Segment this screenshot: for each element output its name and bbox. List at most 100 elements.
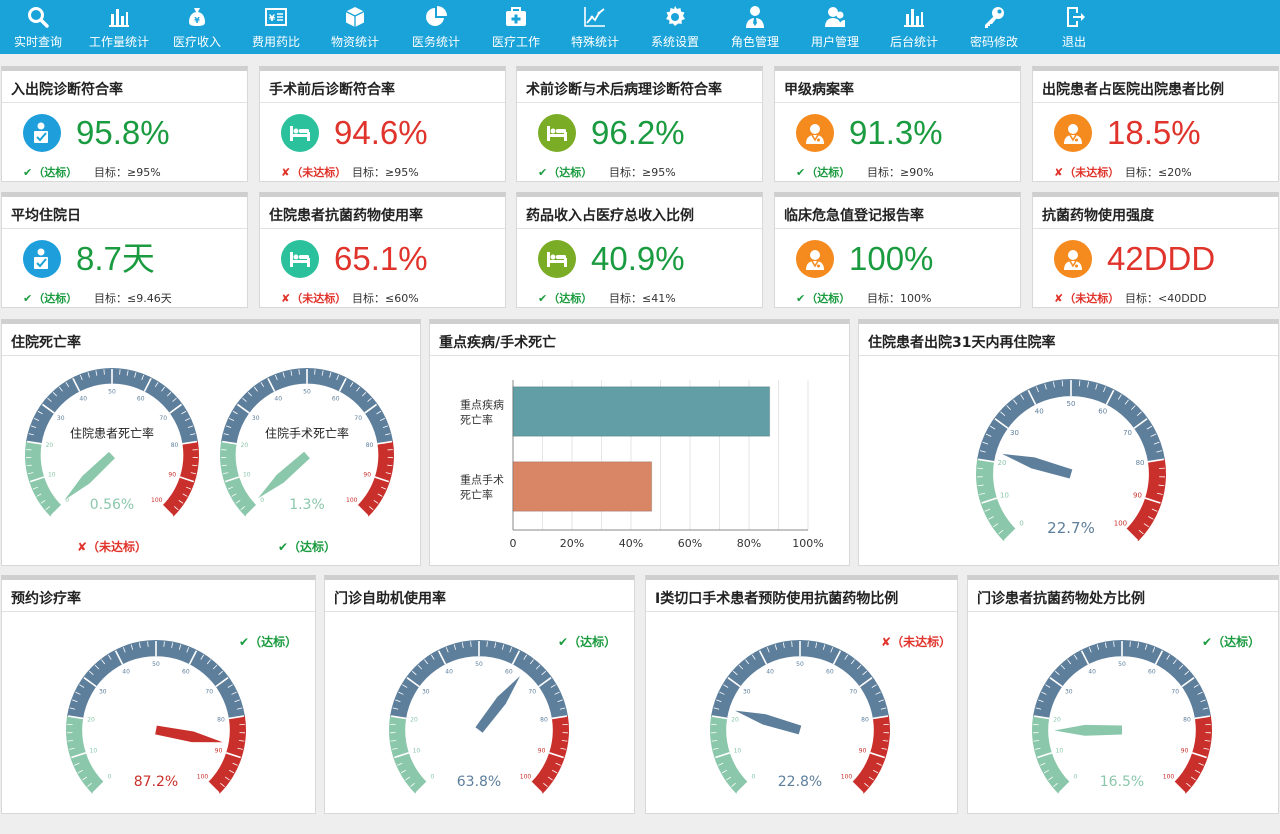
status-badge: ✔（达标） xyxy=(538,290,592,306)
card-title: 抗菌药物使用强度 xyxy=(1042,208,1154,224)
gauge-tick xyxy=(380,486,387,490)
kpi-target: 目标：≥90% xyxy=(867,166,934,179)
gauge-tick xyxy=(1197,691,1203,695)
gauge-tick-label: 0 xyxy=(752,774,756,781)
gauge-tick xyxy=(32,486,39,490)
gauge-tick xyxy=(178,500,184,504)
gauge-tick xyxy=(411,670,417,676)
gauge-tick xyxy=(1078,380,1081,387)
kpi-value: 65.1% xyxy=(334,240,428,277)
gauge-tick-label: 70 xyxy=(528,688,536,695)
gauge-tick xyxy=(385,433,391,436)
gauge-tick xyxy=(1113,641,1115,647)
gauge-tick-label: 80 xyxy=(217,717,225,724)
gauge-tick xyxy=(172,397,177,402)
gear-icon xyxy=(666,6,685,26)
gauge-tick xyxy=(719,691,725,695)
cross-icon: ✘ xyxy=(281,166,291,179)
gauge-tick xyxy=(830,647,834,653)
y-category-label: 重点疾病 xyxy=(460,398,504,412)
gauge-tick-label: 60 xyxy=(1098,408,1107,416)
nav-item-gear[interactable]: 系统设置 xyxy=(637,0,713,54)
gauge-card: 门诊自助机使用率 0 10 20 30 40 50 60 70 80 90 100 63.8% ✔（达标） xyxy=(324,575,635,814)
gauge-value: 22.7% xyxy=(1047,519,1095,537)
status-text: （未达标） xyxy=(1064,166,1120,179)
status-badge: ✔（达标） xyxy=(23,164,77,180)
gauge-tick xyxy=(221,440,237,445)
kpi-value: 94.6% xyxy=(334,114,428,151)
kpi-card: 入出院诊断符合率 95.8% ✔（达标） 目标：≥95% xyxy=(1,66,248,182)
gauge-tick xyxy=(1095,383,1098,390)
hospital-bed-icon xyxy=(290,126,310,141)
gauge-value: 1.3% xyxy=(289,497,325,513)
nav-item-label: 物资统计 xyxy=(330,35,379,49)
status-badge: ✔（达标） xyxy=(558,633,616,650)
gauge-tick-label: 20 xyxy=(1053,717,1061,724)
kpi-target: 目标：≥95% xyxy=(352,166,419,179)
doctor-icon xyxy=(806,250,824,270)
kpi-value: 100% xyxy=(849,240,934,277)
nav-item-users[interactable]: 用户管理 xyxy=(797,0,873,54)
gauge-tick-label: 90 xyxy=(363,472,371,479)
gauge-tick-label: 90 xyxy=(859,747,867,754)
gauge-tick xyxy=(1117,394,1122,400)
hospital-bed-icon xyxy=(290,252,310,267)
gauge-tick xyxy=(190,433,196,436)
kpi-value: 8.7天 xyxy=(76,240,155,277)
gauge-tick xyxy=(461,642,464,649)
nav-item-invoice[interactable]: ¥ 费用药比 xyxy=(238,0,314,54)
gauge-band-low xyxy=(24,441,62,517)
gauge-tick xyxy=(336,374,340,381)
gauge-tick xyxy=(185,486,192,490)
kpi-value: 95.8% xyxy=(76,114,170,151)
gauge-tick xyxy=(224,476,240,483)
gauge-tick xyxy=(1105,389,1115,405)
gauge-tick xyxy=(236,403,250,414)
gauge-tick-label: 40 xyxy=(274,396,282,403)
status-badge: ✔（达标） xyxy=(796,164,850,180)
gauge-tick xyxy=(1158,484,1165,487)
nav-item-box[interactable]: 物资统计 xyxy=(317,0,393,54)
gauge-tick-label: 50 xyxy=(303,389,311,396)
gauge-tick xyxy=(247,392,253,397)
gauge-tick xyxy=(188,650,198,665)
gauge-tick-label: 0 xyxy=(1074,774,1078,781)
gauge-tick-label: 20 xyxy=(410,717,418,724)
gauge-tick xyxy=(1103,386,1106,393)
gauge-tick xyxy=(69,747,75,750)
nav-item-line-chart[interactable]: 特殊统计 xyxy=(557,0,633,54)
nav-item-bar-chart[interactable]: 后台统计 xyxy=(876,0,952,54)
card-divider xyxy=(646,611,957,612)
card-title: 临床危急值登记报告率 xyxy=(784,208,924,224)
nav-item-money-bag[interactable]: ¥ 医疗收入 xyxy=(159,0,235,54)
gauge-tick-label: 100 xyxy=(151,497,163,504)
nav-item-search[interactable]: 实时查询 xyxy=(0,0,76,54)
gauge-tick-label: 40 xyxy=(1035,408,1044,416)
gauge-tick-label: 40 xyxy=(766,668,774,675)
gauge-tick xyxy=(1044,383,1047,390)
gauge-value: 16.5% xyxy=(1100,774,1144,790)
nav-item-user-tie[interactable]: 角色管理 xyxy=(717,0,793,54)
gauge-tick xyxy=(437,650,447,665)
nav-item-key[interactable]: 密码修改 xyxy=(956,0,1032,54)
gauge-tick xyxy=(1136,411,1142,416)
gauge-tick xyxy=(206,659,211,665)
gauge-tick xyxy=(1088,647,1092,653)
status-badge: ✔（达标） xyxy=(796,290,850,306)
nav-item-pie-chart[interactable]: 医务统计 xyxy=(398,0,474,54)
gauge-tick xyxy=(373,500,379,504)
cross-icon: ✘ xyxy=(281,292,291,305)
gauge-tick xyxy=(561,740,568,742)
nav-item-label: 工作量统计 xyxy=(88,35,149,49)
gauge-tick-label: 40 xyxy=(79,396,87,403)
status-badge: ✘（未达标） xyxy=(881,633,951,650)
gauge-tick xyxy=(260,382,265,388)
gauge-tick xyxy=(1054,670,1060,676)
gauge-tick-label: 10 xyxy=(734,747,742,754)
nav-item-logout[interactable]: 退出 xyxy=(1036,0,1112,54)
nav-item-bar-chart[interactable]: 工作量统计 xyxy=(81,0,157,54)
card-divider xyxy=(430,355,849,356)
gauge-tick-label: 0 xyxy=(1019,519,1023,527)
gauge-band-high xyxy=(852,715,890,794)
nav-item-medical-kit[interactable]: 医疗工作 xyxy=(478,0,554,54)
